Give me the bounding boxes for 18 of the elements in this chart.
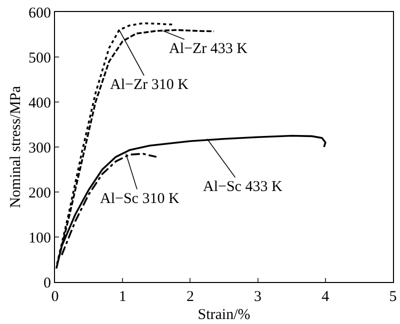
annotation: Al−Zr 310 K (110, 77, 189, 93)
annotation: Al−Sc 433 K (203, 179, 282, 195)
x-tick-label: 4 (322, 289, 330, 305)
y-tick-label: 600 (28, 5, 51, 22)
y-tick-label: 500 (28, 50, 51, 66)
x-axis-title: Strain/% (198, 307, 250, 323)
y-axis-title: Nominal stress/MPa (8, 86, 24, 208)
y-tick-label: 400 (28, 95, 51, 112)
y-tick-label: 300 (28, 140, 51, 156)
x-tick-label: 2 (186, 289, 194, 305)
x-tick-label: 1 (118, 289, 126, 305)
y-tick-label: 200 (28, 185, 51, 202)
x-tick-label: 3 (254, 289, 262, 305)
x-tick-label: 5 (389, 289, 397, 305)
annotation: Al−Zr 433 K (169, 41, 248, 57)
y-tick-label: 0 (44, 275, 51, 292)
y-tick-label: 100 (28, 230, 51, 246)
annotation: Al−Sc 310 K (100, 191, 180, 207)
